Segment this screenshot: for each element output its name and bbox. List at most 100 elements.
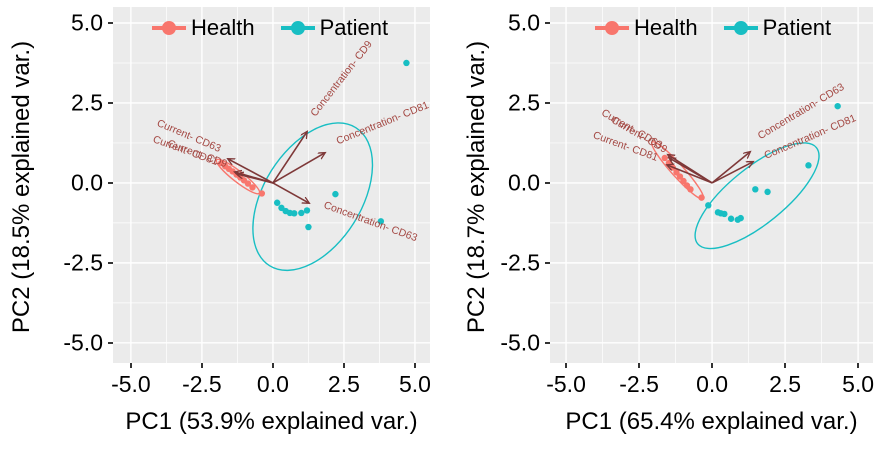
x-tick-label: -2.5: [182, 371, 222, 397]
y-tick-label: -5.0: [500, 329, 540, 356]
y-tick-label: -2.5: [500, 249, 540, 276]
loading-arrow: [669, 158, 713, 184]
legend-left: Health Patient: [152, 15, 388, 41]
data-point-health: [258, 190, 266, 197]
data-point-patient: [727, 215, 735, 222]
x-tick-mark: [565, 363, 568, 368]
x-tick-label: 5.0: [398, 371, 431, 397]
data-point-patient: [332, 190, 339, 198]
x-tick-label: 0.0: [256, 371, 289, 397]
data-point-patient: [291, 210, 298, 217]
ellipse-patient: [694, 142, 820, 250]
legend-key-patient: [280, 21, 315, 35]
data-point-health: [698, 194, 705, 201]
data-point-health: [661, 154, 668, 162]
data-point-patient: [805, 162, 812, 169]
loading-arrow: [272, 182, 309, 203]
data-point-patient: [764, 188, 771, 196]
data-point-patient: [305, 223, 312, 231]
x-tick-mark: [271, 363, 274, 368]
legend-key-health: [595, 21, 629, 35]
x-tick-label: -5.0: [546, 371, 586, 397]
x-tick-label: -5.0: [111, 371, 151, 397]
legend-label-patient: Patient: [762, 15, 832, 40]
loading-arrow: [228, 159, 274, 184]
x-axis-title-left: PC1 (53.9% explained var.): [125, 408, 418, 435]
y-tick-mark: [108, 181, 113, 184]
y-tick-label: -2.5: [63, 249, 103, 276]
y-tick-mark: [108, 261, 113, 264]
y-tick-mark: [545, 261, 550, 264]
x-tick-label: 0.0: [696, 371, 729, 397]
x-tick-label: -2.5: [619, 371, 659, 397]
y-tick-label: -5.0: [63, 329, 103, 356]
data-point-health: [249, 184, 256, 191]
data-point-patient: [303, 207, 311, 214]
loading-arrow: [272, 153, 325, 184]
loading-arrow: [711, 162, 753, 184]
data-point-patient: [298, 209, 305, 217]
legend-dot-patient: [733, 21, 748, 35]
right-plot-panel: Concentration- CD63 Concentration- CD81 Cu…: [550, 7, 873, 363]
legend-label-health: Health: [191, 15, 255, 40]
x-tick-label: 2.5: [769, 371, 802, 397]
x-tick-label: 5.0: [842, 371, 875, 397]
loading-arrow: [237, 174, 274, 184]
y-tick-mark: [545, 21, 550, 24]
legend-dot-patient: [290, 21, 305, 35]
y-tick-label: 5.0: [71, 9, 103, 36]
x-tick-mark: [200, 363, 203, 368]
x-axis-title-right: PC1 (65.4% explained var.): [565, 408, 858, 435]
x-tick-mark: [711, 363, 714, 368]
y-tick-mark: [545, 181, 550, 184]
x-tick-mark: [413, 363, 416, 368]
legend-dot-health: [605, 21, 619, 35]
legend-dot-health: [162, 21, 176, 35]
legend-key-patient: [723, 21, 758, 35]
x-tick-mark: [342, 363, 345, 368]
y-tick-mark: [108, 341, 113, 344]
data-point-patient: [752, 186, 759, 193]
data-point-patient: [721, 210, 728, 218]
y-tick-label: 5.0: [508, 9, 540, 36]
x-tick-mark: [638, 363, 641, 368]
y-tick-mark: [108, 21, 113, 24]
data-point-health: [687, 186, 694, 193]
left-plot-panel: Concentration- CD9 Concentration- CD81 Con…: [113, 7, 430, 363]
data-point-patient: [705, 202, 712, 209]
legend-right: Health Patient: [595, 15, 831, 41]
legend-label-health: Health: [634, 15, 698, 40]
data-point-patient: [403, 59, 410, 67]
data-point-patient: [834, 102, 841, 110]
loading-label: Concentration- CD63: [322, 199, 419, 244]
loading-arrow: [711, 152, 750, 184]
x-tick-mark: [857, 363, 860, 368]
data-point-patient: [377, 218, 385, 225]
loading-arrow: [272, 132, 307, 184]
x-tick-mark: [129, 363, 132, 368]
y-tick-label: 2.5: [71, 89, 103, 116]
y-tick-mark: [108, 101, 113, 104]
loading-arrow: [667, 165, 713, 184]
data-point-health: [676, 173, 684, 180]
y-tick-label: 2.5: [508, 89, 540, 116]
data-point-health: [680, 177, 687, 185]
y-tick-label: 0.0: [508, 169, 540, 196]
loading-label: Concentration- CD81: [335, 99, 430, 147]
data-point-health: [244, 180, 252, 187]
y-tick-mark: [545, 341, 550, 344]
y-axis-title-left: PC2 (18.5% explained var.): [8, 40, 35, 334]
data-point-patient: [273, 199, 281, 206]
legend-key-health: [152, 21, 186, 35]
y-tick-mark: [545, 101, 550, 104]
y-tick-label: 0.0: [71, 169, 103, 196]
x-tick-label: 2.5: [327, 371, 360, 397]
ellipse-patient: [252, 122, 374, 272]
x-tick-mark: [784, 363, 787, 368]
data-point-patient: [737, 214, 744, 222]
loading-label: Concentration- CD9: [308, 38, 375, 119]
legend-label-patient: Patient: [319, 15, 389, 40]
